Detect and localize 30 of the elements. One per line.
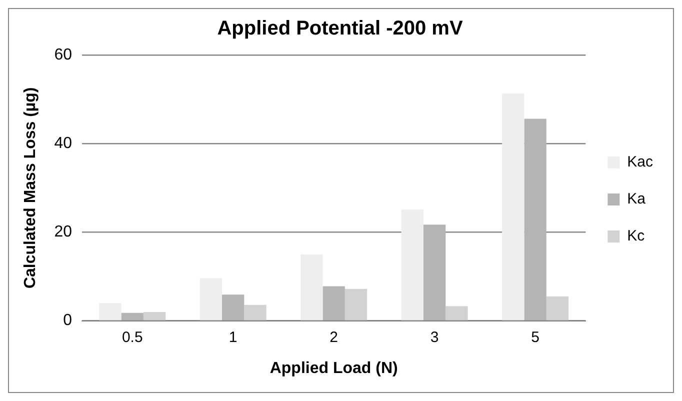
y-tick-label: 0 — [63, 312, 72, 330]
legend-label: Kac — [627, 154, 654, 171]
bar — [143, 312, 166, 320]
x-axis-title: Applied Load (N) — [270, 360, 398, 377]
bar — [200, 278, 222, 320]
x-tick-label: 1 — [228, 328, 238, 346]
bar — [344, 288, 368, 320]
x-tick-label: 0.5 — [122, 328, 143, 346]
bar — [423, 224, 446, 320]
bar — [524, 118, 546, 320]
bar — [244, 304, 266, 320]
bar — [546, 296, 569, 320]
bar — [121, 312, 144, 320]
bar — [99, 303, 122, 320]
y-tick-label: 60 — [54, 46, 72, 64]
bar — [322, 286, 345, 320]
y-axis-title: Calculated Mass Loss (µg) — [22, 87, 40, 289]
bar — [502, 94, 524, 320]
legend-label: Ka — [627, 190, 646, 208]
x-tick-label: 5 — [531, 328, 540, 346]
bar — [222, 294, 244, 320]
y-tick-label: 20 — [54, 224, 72, 241]
x-tick-label: 3 — [430, 328, 439, 346]
bar — [446, 306, 468, 320]
x-tick-label: 2 — [330, 328, 338, 346]
y-tick-label: 40 — [54, 135, 72, 152]
chart-title: Applied Potential -200 mV — [217, 18, 464, 40]
bar — [401, 210, 424, 320]
bar — [300, 254, 323, 320]
legend-label: Kc — [627, 228, 646, 245]
